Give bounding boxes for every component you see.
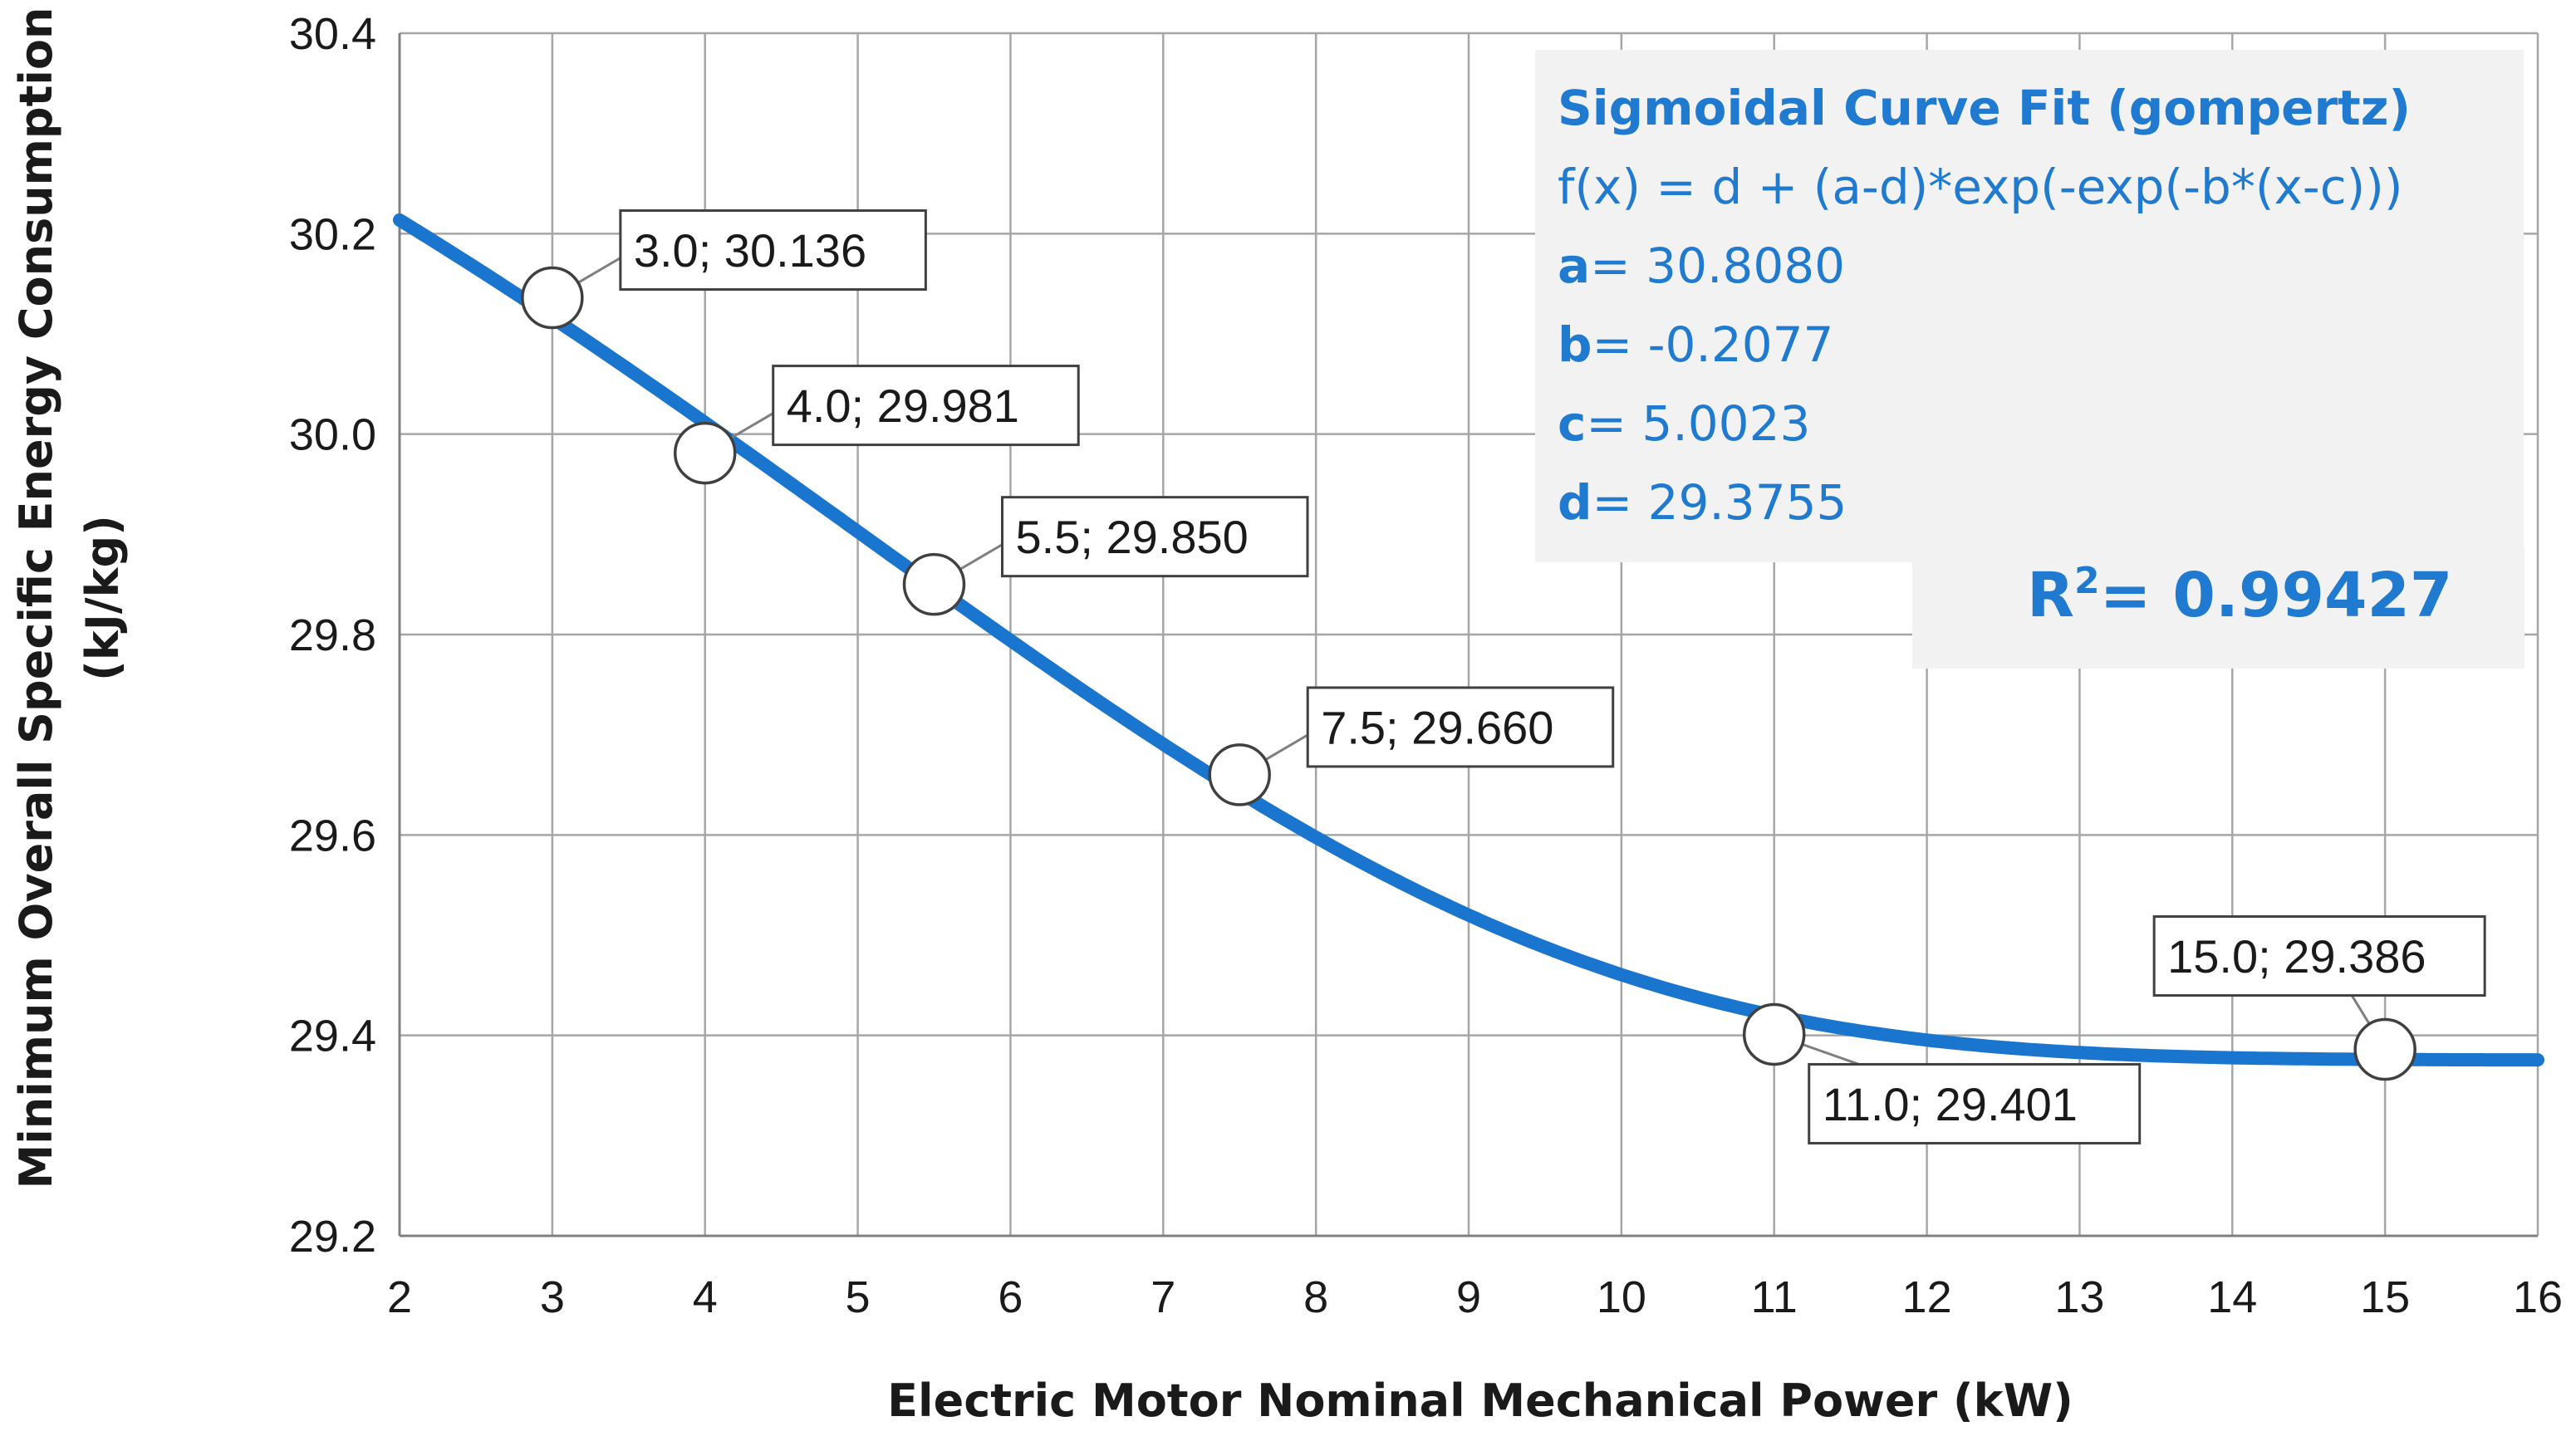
data-label-box: [1808, 1062, 2142, 1144]
y-axis-title-line1: Minimum Overall Specific Energy Consumpt…: [10, 7, 62, 1189]
data-label: 7.5; 29.660: [1321, 701, 1553, 753]
x-tick-label: 3: [540, 1272, 565, 1322]
data-point-marker: [902, 552, 966, 616]
x-tick-label: 15: [2360, 1272, 2410, 1322]
r-squared-sup: 2: [2074, 560, 2100, 602]
x-tick-label: 12: [1902, 1272, 1952, 1322]
fit-param-a: a= 30.8080: [1558, 238, 1845, 294]
data-label: 11.0; 29.401: [1823, 1078, 2078, 1130]
x-tick-label: 14: [2207, 1272, 2257, 1322]
y-tick-label: 29.8: [289, 610, 376, 660]
data-label-box: [2152, 915, 2486, 997]
fit-param-a-name: a: [1558, 238, 1590, 294]
data-label: 3.0; 30.136: [634, 224, 866, 277]
x-tick-label: 5: [846, 1272, 871, 1322]
fit-curve: [393, 213, 2544, 1067]
data-label-box: [619, 209, 927, 292]
data-point-marker: [1208, 743, 1271, 806]
data-label-box: [772, 365, 1080, 447]
r-squared: R2= 0.99427: [2027, 560, 2452, 631]
fit-param-d-value: = 29.3755: [1592, 474, 1847, 531]
y-tick-label: 30.0: [289, 410, 376, 460]
y-axis-title-line2: (kJ/kg): [76, 515, 129, 681]
fit-param-b-value: = -0.2077: [1592, 316, 1834, 373]
fit-formula: f(x) = d + (a-d)*exp(-exp(-b*(x-c))): [1558, 159, 2403, 215]
y-tick-label: 29.2: [289, 1212, 376, 1262]
y-tick-label: 30.2: [289, 209, 376, 259]
x-tick-label: 4: [693, 1272, 718, 1322]
fit-title: Sigmoidal Curve Fit (gompertz): [1558, 80, 2411, 136]
data-label: 4.0; 29.981: [787, 380, 1019, 432]
x-tick-label: 6: [998, 1272, 1023, 1322]
fit-param-b-name: b: [1558, 316, 1592, 373]
r2-box: [1912, 548, 2524, 669]
x-tick-label: 7: [1151, 1272, 1175, 1322]
fit-param-b: b= -0.2077: [1558, 316, 1833, 373]
data-markers: [521, 266, 2417, 1081]
data-label: 15.0; 29.386: [2167, 930, 2426, 983]
fit-param-c-name: c: [1558, 395, 1586, 452]
fit-annotation-box: [1535, 50, 2524, 562]
data-point-marker: [1742, 1002, 1806, 1066]
y-tick-label: 29.4: [289, 1012, 376, 1061]
x-tick-label: 11: [1751, 1272, 1798, 1322]
r-squared-label: R: [2027, 560, 2074, 631]
fit-param-d-name: d: [1558, 474, 1592, 531]
x-tick-labels: 2 3 4 5 6 7 8 9 10 11 12 13 14 15 16: [387, 1272, 2563, 1322]
fit-param-c: c= 5.0023: [1558, 395, 1810, 452]
x-axis-title: Electric Motor Nominal Mechanical Power …: [887, 1375, 2073, 1427]
x-tick-label: 2: [387, 1272, 412, 1322]
x-tick-label: 13: [2054, 1272, 2104, 1322]
x-tick-label: 10: [1597, 1272, 1646, 1322]
data-label-box: [1306, 686, 1615, 768]
data-point-marker: [673, 421, 737, 485]
x-tick-label: 9: [1456, 1272, 1481, 1322]
fit-param-c-value: = 5.0023: [1586, 395, 1810, 452]
y-tick-label: 29.6: [289, 811, 376, 860]
data-point-marker: [521, 266, 584, 330]
axes: [398, 33, 2538, 1238]
data-label-box: [1001, 496, 1309, 578]
data-label: 5.5; 29.850: [1016, 511, 1249, 563]
r-squared-value: = 0.99427: [2100, 560, 2453, 631]
y-tick-labels: 29.2 29.4 29.6 29.8 30.0 30.2 30.4: [289, 9, 376, 1262]
x-tick-label: 16: [2513, 1272, 2563, 1322]
fit-param-a-value: = 30.8080: [1590, 238, 1845, 294]
y-tick-label: 30.4: [289, 9, 376, 59]
x-tick-label: 8: [1303, 1272, 1328, 1322]
fit-annotation: Sigmoidal Curve Fit (gompertz) f(x) = d …: [1535, 50, 2524, 669]
data-labels: 3.0; 30.136 4.0; 29.981 5.5; 29.850 7.5; 29…: [619, 209, 2486, 1144]
fit-param-d: d= 29.3755: [1558, 474, 1847, 531]
data-point-marker: [2353, 1017, 2417, 1081]
